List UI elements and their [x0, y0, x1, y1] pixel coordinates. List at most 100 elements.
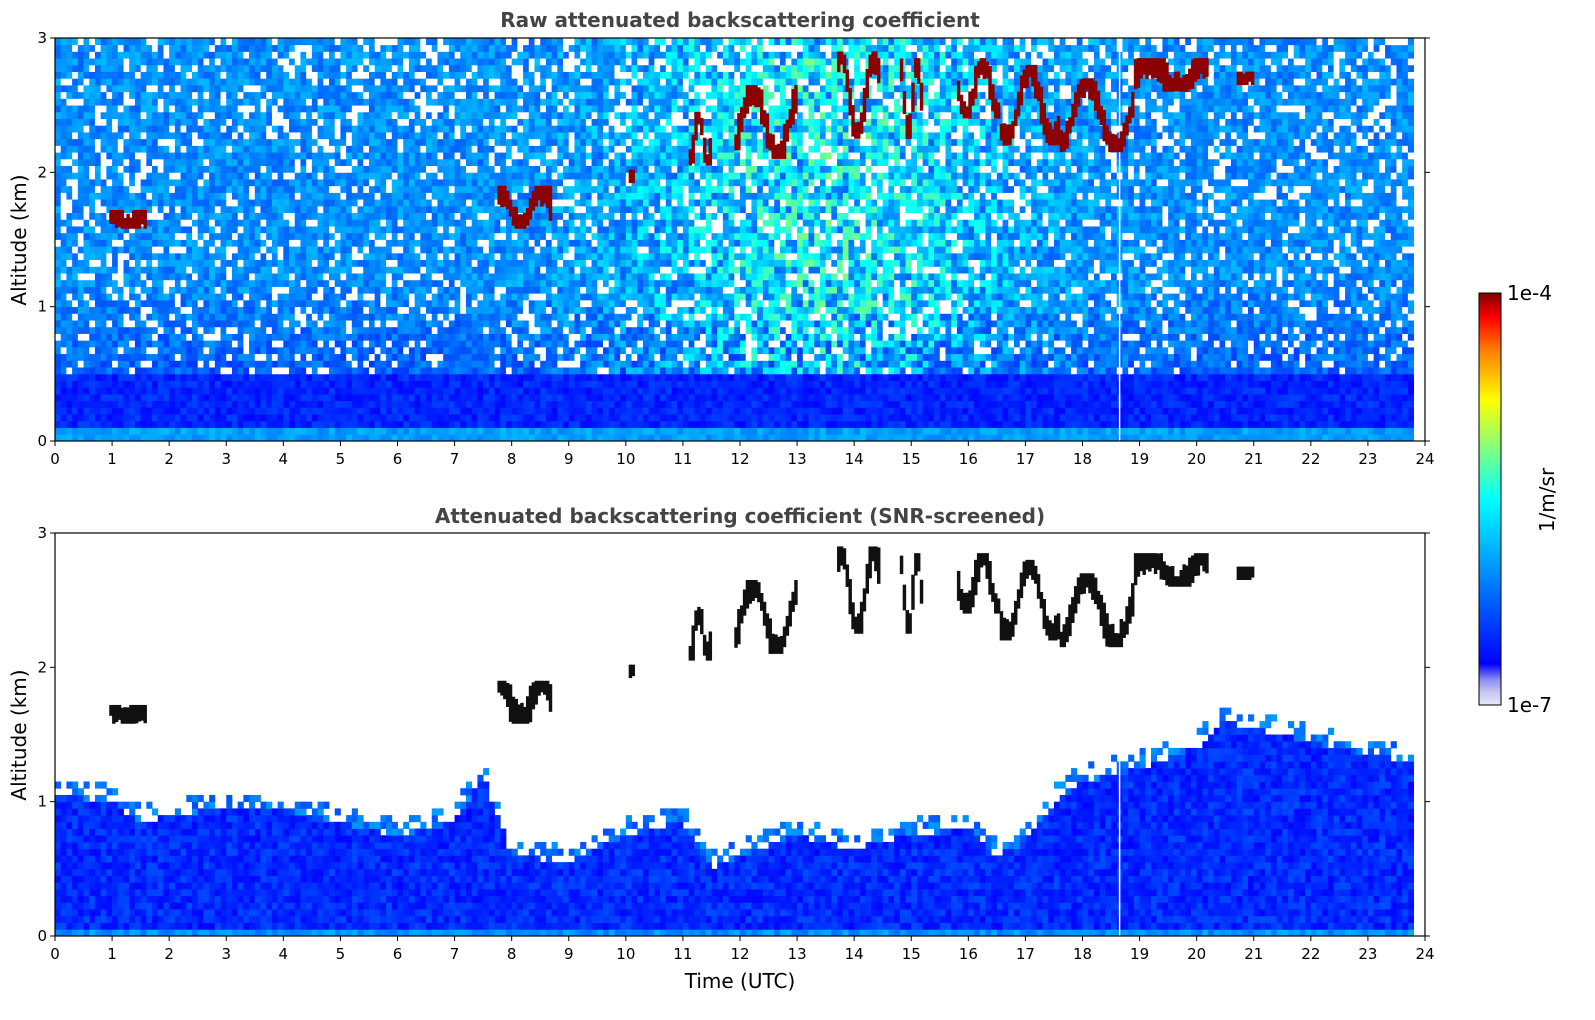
heatmap-cell: [466, 58, 473, 66]
heatmap-cell: [214, 91, 221, 99]
heatmap-cell: [477, 360, 484, 368]
heatmap-cell: [505, 172, 513, 180]
heatmap-cell: [123, 44, 130, 52]
heatmap-cell: [186, 286, 193, 294]
heatmap-cell: [237, 85, 244, 93]
heatmap-cell: [72, 239, 79, 247]
heatmap-cell: [431, 205, 438, 214]
heatmap-cell: [466, 380, 473, 388]
heatmap-cell: [311, 118, 318, 126]
heatmap-cell: [129, 226, 136, 234]
heatmap-cell: [523, 387, 530, 395]
heatmap-cell: [237, 185, 244, 193]
heatmap-cell: [408, 246, 416, 254]
heatmap-cell: [483, 51, 490, 59]
heatmap-cell: [100, 407, 107, 415]
heatmap-cell: [197, 44, 204, 52]
heatmap-cell: [237, 192, 244, 200]
heatmap-cell: [494, 299, 501, 308]
heatmap-cell: [397, 387, 404, 395]
heatmap-cell: [260, 434, 267, 442]
heatmap-cell: [357, 71, 364, 79]
heatmap-cell: [414, 353, 421, 361]
heatmap-cell: [488, 199, 495, 207]
heatmap-cell: [397, 111, 404, 119]
heatmap-cell: [203, 252, 210, 261]
heatmap-cell: [471, 273, 478, 281]
heatmap-cell: [226, 380, 233, 388]
heatmap-cell: [277, 320, 284, 328]
heatmap-cell: [311, 367, 318, 375]
heatmap-cell: [112, 91, 119, 99]
heatmap-cell: [466, 353, 473, 361]
heatmap-cell: [386, 400, 393, 408]
heatmap-cell: [368, 226, 376, 234]
heatmap-cell: [368, 158, 376, 167]
heatmap-cell: [186, 232, 193, 240]
heatmap-cell: [426, 212, 433, 220]
heatmap-cell: [391, 273, 398, 281]
heatmap-cell: [300, 71, 307, 79]
heatmap-cell: [471, 138, 478, 146]
heatmap-cell: [311, 333, 318, 341]
heatmap-cell: [277, 239, 284, 247]
heatmap-cell: [220, 158, 227, 167]
heatmap-cell: [431, 111, 438, 119]
heatmap-cell: [117, 138, 124, 146]
heatmap-cell: [431, 91, 438, 99]
heatmap-cell: [357, 299, 364, 308]
heatmap-cell: [83, 64, 90, 72]
heatmap-cell: [317, 78, 324, 86]
heatmap-cell: [180, 367, 187, 375]
heatmap-cell: [403, 138, 410, 146]
heatmap-cell: [323, 293, 330, 301]
heatmap-cell: [488, 434, 495, 442]
heatmap-cell: [157, 380, 164, 388]
heatmap-cell: [89, 353, 96, 361]
heatmap-cell: [517, 64, 524, 72]
heatmap-cell: [380, 400, 387, 408]
heatmap-cell: [129, 51, 136, 59]
heatmap-cell: [66, 387, 73, 395]
heatmap-cell: [72, 78, 79, 86]
heatmap-cell: [237, 266, 244, 274]
heatmap-cell: [231, 51, 239, 59]
heatmap-cell: [431, 414, 438, 422]
heatmap-cell: [351, 273, 358, 281]
heatmap-cell: [437, 58, 444, 66]
heatmap-cell: [505, 353, 513, 361]
heatmap-cell: [346, 414, 353, 422]
heatmap-cell: [517, 293, 524, 301]
heatmap-cell: [123, 38, 130, 46]
heatmap-cell: [306, 286, 313, 294]
heatmap-cell: [283, 85, 290, 93]
heatmap-cell: [437, 172, 444, 180]
heatmap-cell: [511, 326, 518, 334]
heatmap-cell: [214, 51, 221, 59]
heatmap-cell: [249, 407, 256, 415]
heatmap-cell: [397, 239, 404, 247]
heatmap-cell: [426, 380, 433, 388]
heatmap-cell: [94, 293, 102, 301]
heatmap-cell: [254, 400, 261, 408]
heatmap-cell: [277, 393, 284, 402]
heatmap-cell: [448, 78, 455, 86]
heatmap-cell: [300, 427, 307, 435]
heatmap-cell: [346, 118, 353, 126]
heatmap-cell: [129, 232, 136, 240]
heatmap-cell: [351, 212, 358, 220]
heatmap-cell: [300, 91, 307, 99]
heatmap-cell: [294, 78, 301, 86]
heatmap-cell: [414, 132, 421, 140]
heatmap-cell: [403, 226, 410, 234]
heatmap-cell: [169, 380, 176, 388]
heatmap-cell: [254, 205, 261, 214]
heatmap-cell: [192, 51, 199, 59]
heatmap-cell: [134, 313, 142, 321]
heatmap-cell: [403, 313, 410, 321]
heatmap-cell: [152, 427, 159, 435]
heatmap-cell: [460, 333, 467, 341]
heatmap-cell: [511, 105, 518, 113]
heatmap-cell: [220, 98, 227, 106]
heatmap-cell: [329, 279, 336, 287]
